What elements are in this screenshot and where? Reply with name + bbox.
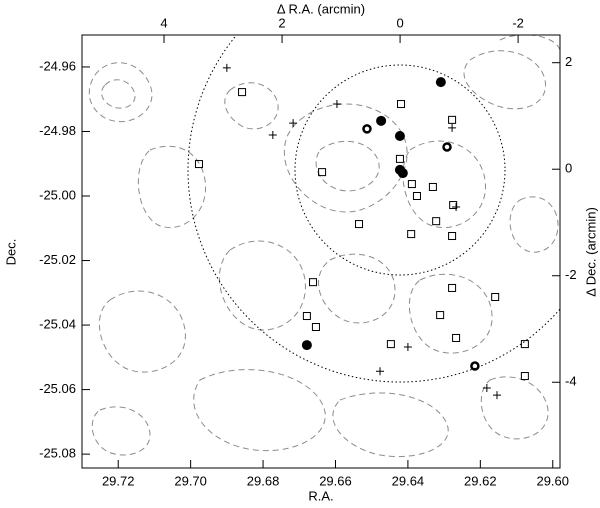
open-circle bbox=[362, 124, 372, 134]
square bbox=[491, 292, 500, 301]
plus bbox=[482, 383, 491, 392]
square bbox=[386, 340, 395, 349]
x2ticks-label: 0 bbox=[396, 15, 403, 30]
plus bbox=[222, 63, 231, 72]
y-axis-label: Dec. bbox=[3, 239, 18, 266]
open-circle bbox=[470, 361, 480, 371]
x2-axis-label: Δ R.A. (arcmin) bbox=[277, 1, 365, 16]
xticks-label: 29.66 bbox=[319, 473, 352, 488]
yticks-label: -25.08 bbox=[39, 446, 76, 461]
yticks-label: -24.96 bbox=[39, 58, 76, 73]
square bbox=[407, 230, 416, 239]
square bbox=[318, 168, 327, 177]
xticks-label: 29.62 bbox=[464, 473, 497, 488]
xticks-label: 29.64 bbox=[392, 473, 425, 488]
square bbox=[311, 323, 320, 332]
square bbox=[436, 311, 445, 320]
xticks-label: 29.70 bbox=[174, 473, 207, 488]
x-axis-label: R.A. bbox=[308, 488, 333, 503]
plus bbox=[492, 391, 501, 400]
open-circle bbox=[442, 142, 452, 152]
square bbox=[412, 192, 421, 201]
square bbox=[452, 333, 461, 342]
y2-axis-label: Δ Dec. (arcmin) bbox=[583, 207, 598, 297]
square bbox=[397, 100, 406, 109]
xticks-label: 29.60 bbox=[536, 473, 569, 488]
filled-circle bbox=[301, 340, 312, 351]
square bbox=[407, 180, 416, 189]
xticks-label: 29.72 bbox=[102, 473, 135, 488]
yticks-label: -24.98 bbox=[39, 123, 76, 138]
y2ticks-label: -4 bbox=[565, 374, 577, 389]
plus bbox=[452, 202, 461, 211]
filled-circle bbox=[435, 77, 446, 88]
plus bbox=[403, 343, 412, 352]
yticks-label: -25.00 bbox=[39, 187, 76, 202]
square bbox=[448, 115, 457, 124]
filled-circle bbox=[376, 115, 387, 126]
y2ticks-label: 0 bbox=[565, 161, 572, 176]
x2ticks-label: 2 bbox=[278, 15, 285, 30]
contours bbox=[88, 35, 560, 458]
square bbox=[448, 232, 457, 241]
square bbox=[432, 217, 441, 226]
x2ticks-label: 4 bbox=[160, 15, 167, 30]
filled-circle bbox=[397, 168, 408, 179]
plus bbox=[268, 131, 277, 140]
square bbox=[355, 220, 364, 229]
x2ticks-label: -2 bbox=[512, 15, 524, 30]
plus bbox=[448, 123, 457, 132]
square bbox=[302, 312, 311, 321]
xticks-label: 29.68 bbox=[247, 473, 280, 488]
yticks-label: -25.02 bbox=[39, 252, 76, 267]
plus bbox=[289, 119, 298, 128]
square bbox=[449, 201, 458, 210]
square bbox=[520, 340, 529, 349]
yticks-label: -25.04 bbox=[39, 317, 76, 332]
square bbox=[428, 182, 437, 191]
square bbox=[448, 283, 457, 292]
plus bbox=[332, 100, 341, 109]
plus bbox=[376, 367, 385, 376]
y2ticks-label: -2 bbox=[565, 267, 577, 282]
square bbox=[238, 88, 247, 97]
square bbox=[194, 160, 203, 169]
plot-frame bbox=[81, 34, 561, 469]
yticks-label: -25.06 bbox=[39, 381, 76, 396]
y2ticks-label: 2 bbox=[565, 54, 572, 69]
square bbox=[309, 278, 318, 287]
square bbox=[520, 372, 529, 381]
square bbox=[395, 154, 404, 163]
filled-circle bbox=[394, 130, 405, 141]
